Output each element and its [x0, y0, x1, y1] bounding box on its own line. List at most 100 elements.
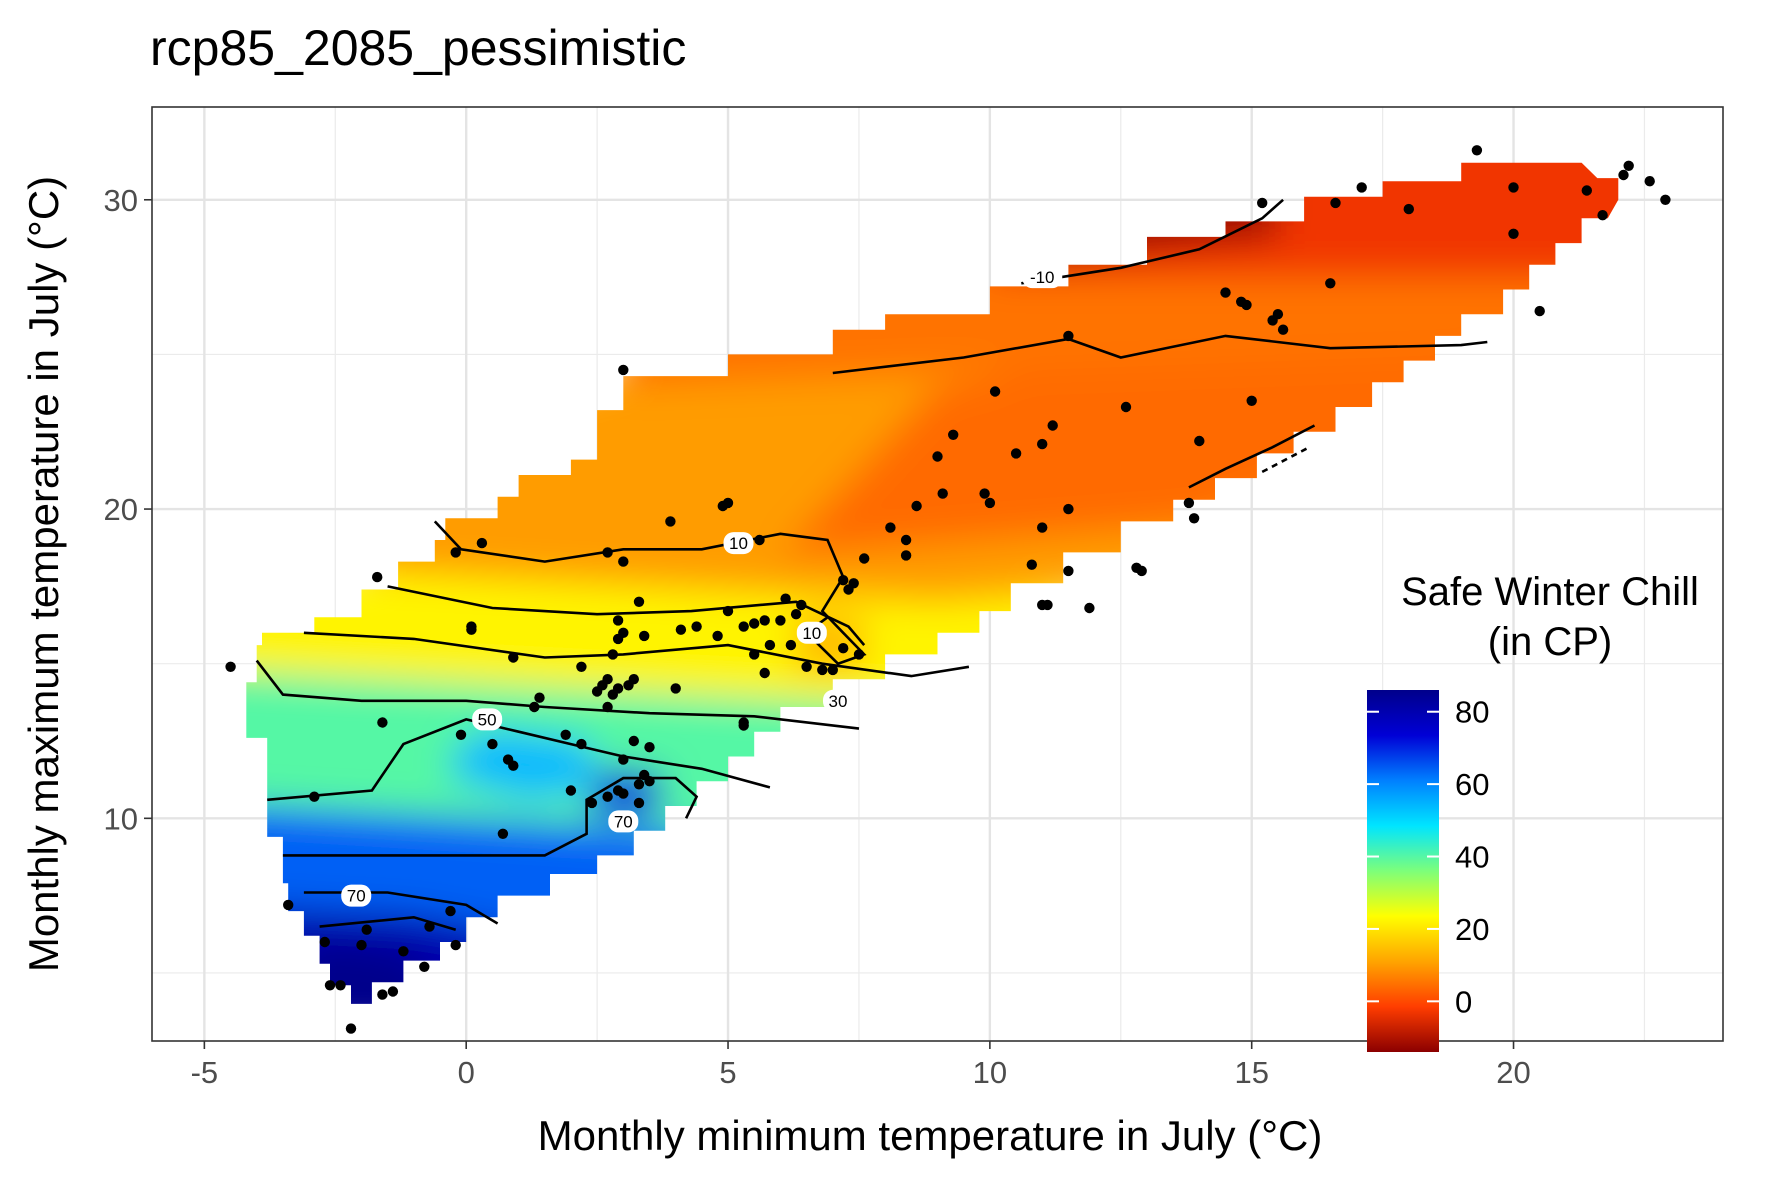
data-point [764, 639, 776, 651]
data-point [1403, 203, 1415, 215]
data-point [560, 729, 571, 740]
data-point [1330, 197, 1341, 209]
contour-line [282, 776, 699, 857]
contour-line [1188, 424, 1316, 489]
data-point [838, 575, 849, 586]
data-point [1508, 182, 1519, 193]
data-point [801, 661, 812, 672]
data-point [937, 488, 948, 499]
data-point [911, 500, 922, 512]
data-point [780, 593, 791, 604]
data-point [419, 961, 430, 972]
data-point [1597, 210, 1608, 221]
data-point [1471, 145, 1483, 156]
data-point [1037, 522, 1048, 533]
contour-label-bg [341, 884, 372, 907]
contour-label-bg [472, 708, 503, 731]
data-point [1042, 599, 1053, 611]
data-point [356, 939, 367, 951]
contour-line [319, 915, 457, 931]
data-point [1183, 497, 1195, 509]
data-point [639, 630, 650, 642]
data-point [607, 649, 618, 660]
data-point [1644, 176, 1655, 187]
data-point [979, 488, 990, 499]
y-tick-label: 10 [104, 801, 138, 836]
data-point [722, 605, 734, 617]
data-point [612, 615, 624, 626]
legend-ticks: 0 20 40 60 80 [1367, 695, 1489, 1019]
data-point [1026, 559, 1038, 570]
data-point [1325, 278, 1336, 289]
data-point [749, 649, 760, 660]
x-tick-label: 0 [458, 1055, 475, 1090]
contour-line [832, 334, 1488, 375]
data-point [586, 797, 598, 809]
data-point [1241, 299, 1252, 311]
data-point [497, 828, 509, 839]
data-point [817, 664, 828, 676]
data-point [848, 578, 859, 589]
data-point [885, 522, 896, 533]
contour-label: 10 [729, 534, 748, 553]
data-point [618, 754, 629, 765]
data-point [508, 652, 519, 663]
data-point [466, 621, 477, 632]
data-point [508, 760, 519, 771]
data-point [644, 742, 655, 753]
x-tick-label: 20 [1496, 1055, 1530, 1090]
data-point [738, 720, 749, 731]
contour-line [433, 520, 867, 666]
contour-label: 70 [614, 812, 633, 831]
contour-label-bg [608, 810, 639, 833]
data-point [1257, 197, 1268, 209]
contour-label-bg [723, 532, 754, 555]
x-tick-label: 10 [973, 1055, 1007, 1090]
legend-tick-label: 40 [1455, 840, 1489, 875]
station-points [225, 145, 1671, 1034]
data-point [796, 599, 807, 611]
data-point [623, 680, 634, 691]
data-point [591, 686, 603, 697]
data-point [377, 717, 388, 728]
data-point [633, 779, 645, 790]
data-point [1267, 315, 1278, 326]
contour-lines [255, 198, 1488, 931]
data-point [335, 980, 346, 991]
y-axis: 10 20 30 [104, 183, 152, 836]
data-point [759, 667, 770, 679]
legend-tick-label: 20 [1455, 912, 1489, 947]
x-tick-label: -5 [191, 1055, 219, 1090]
contour-label: 70 [347, 887, 366, 906]
data-point [712, 630, 723, 642]
data-point [450, 939, 461, 951]
data-point [607, 689, 618, 700]
data-point [602, 701, 613, 713]
data-point [283, 899, 294, 911]
contour-line [303, 631, 970, 678]
y-axis-label: Monthly maximum temperature in July (°C) [20, 176, 67, 972]
plot-border [151, 106, 1724, 1042]
data-point [665, 516, 676, 527]
data-point [445, 905, 456, 917]
data-point [785, 639, 797, 651]
data-point [633, 797, 645, 809]
data-point [948, 429, 959, 440]
data-point [827, 664, 838, 676]
data-point [225, 661, 236, 672]
legend-colorbar [1367, 690, 1439, 1052]
data-point [1063, 503, 1074, 515]
data-point [1220, 287, 1231, 298]
data-point [989, 386, 1001, 397]
data-point [691, 621, 702, 632]
chart-title: rcp85_2085_pessimistic [150, 20, 686, 76]
contour-label: -10 [1030, 268, 1055, 287]
data-point [1508, 228, 1519, 239]
data-point [529, 701, 540, 713]
data-point [487, 738, 498, 750]
contour-line-dashed [1261, 446, 1310, 474]
contour-label-bg [823, 689, 854, 712]
data-point [1047, 420, 1058, 431]
data-point [853, 649, 865, 660]
